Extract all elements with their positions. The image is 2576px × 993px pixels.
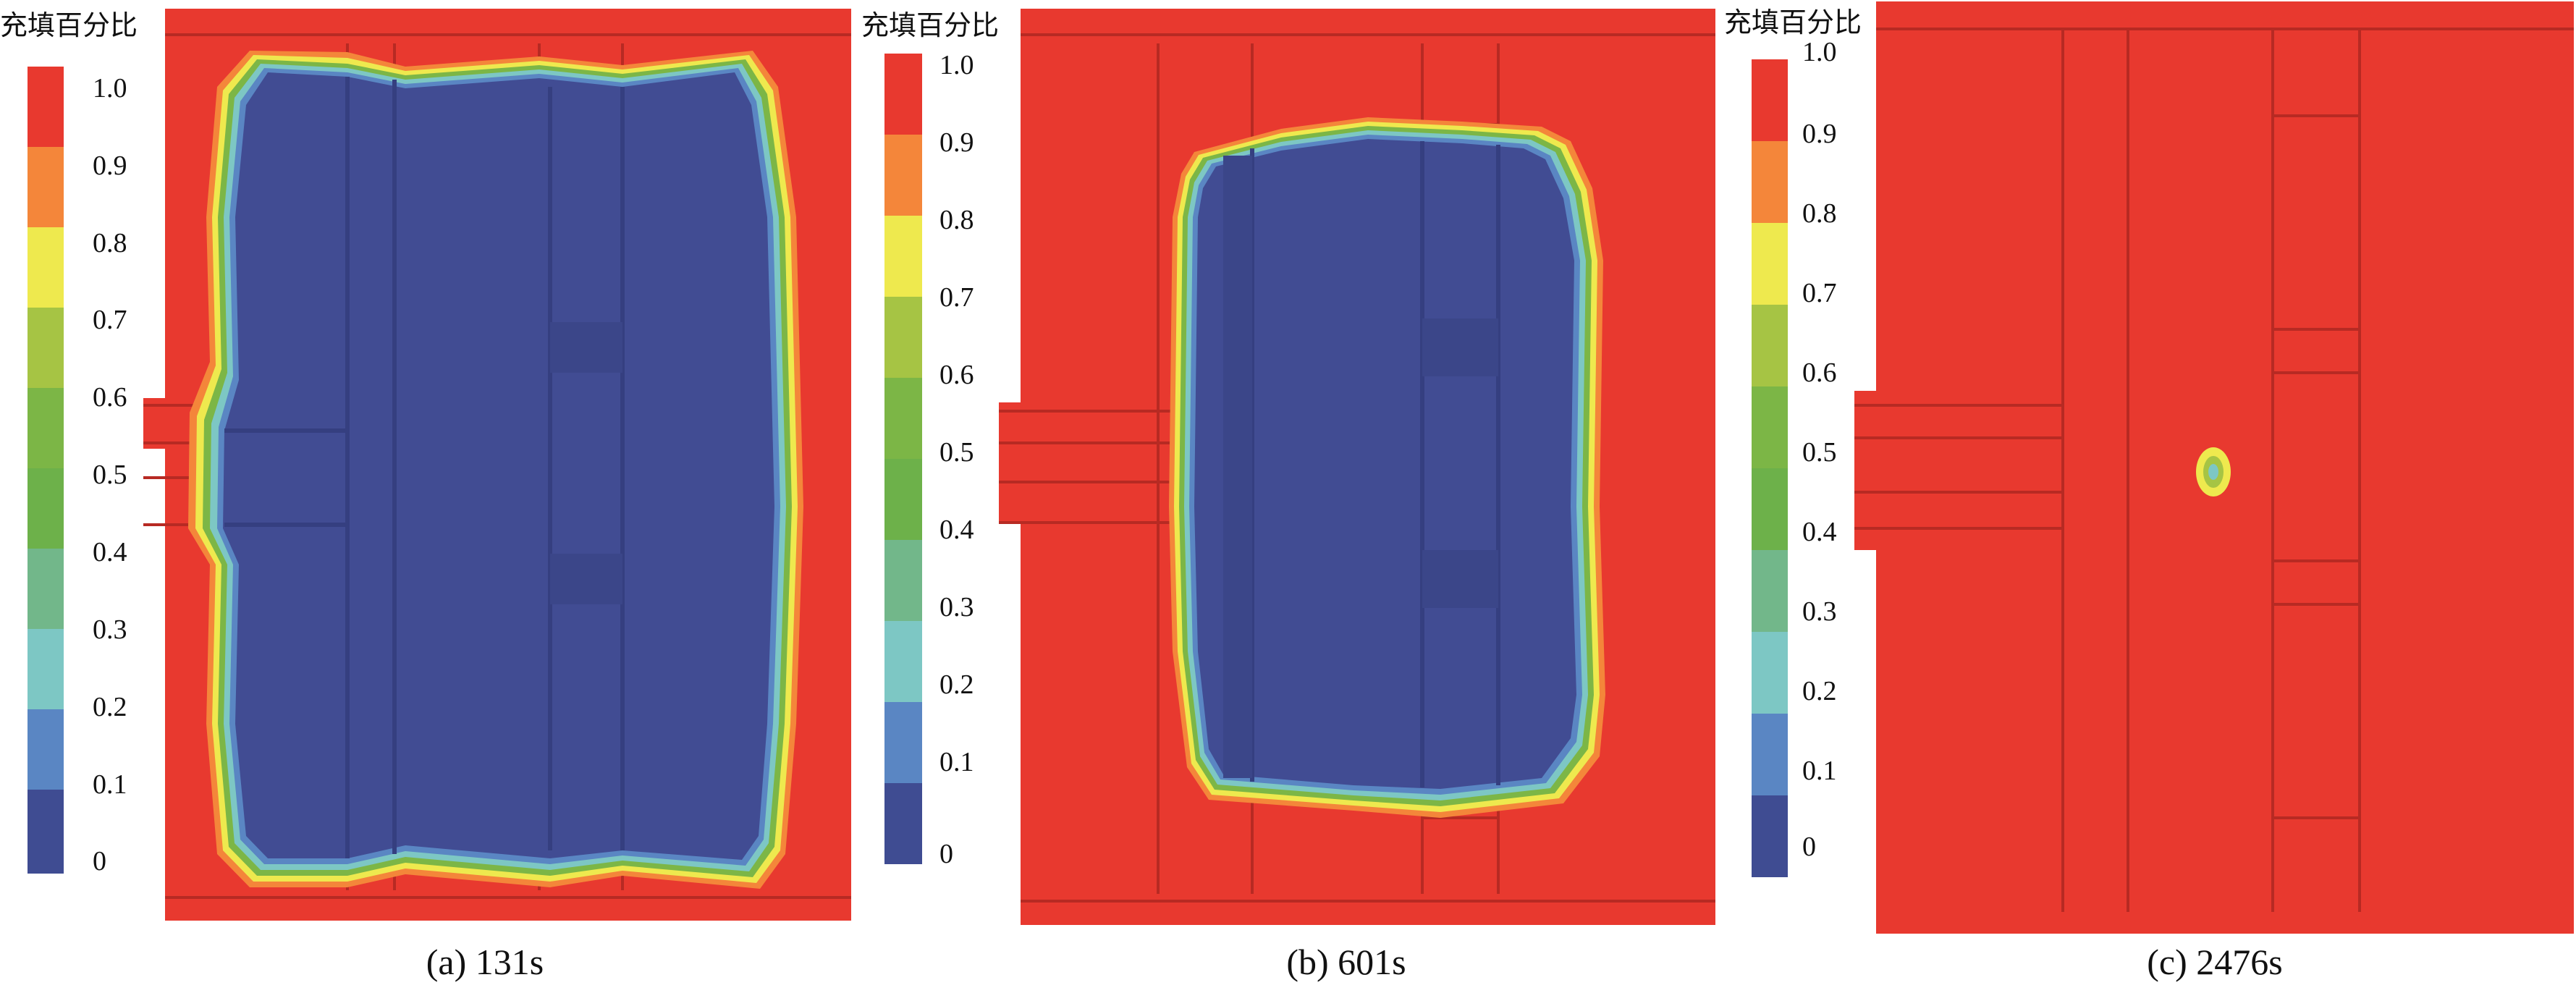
legend-seg-10 [1752, 59, 1788, 142]
legend-seg-7 [1752, 305, 1788, 387]
legend-seg-2 [28, 709, 64, 790]
legend-seg-6 [884, 378, 922, 460]
legend-tick: 0.3 [939, 592, 974, 622]
legend-seg-5 [1752, 468, 1788, 551]
legend-tick: 0.9 [93, 151, 127, 181]
legend-seg-1 [1752, 795, 1788, 877]
legend-tick: 0.4 [939, 515, 974, 545]
legend-tick: 0.8 [939, 205, 974, 235]
legend-colorbar [1752, 59, 1788, 877]
legend-seg-3 [28, 629, 64, 710]
legend-seg-3 [884, 621, 922, 703]
legend-tick: 0.1 [939, 747, 974, 777]
legend-colorbar [28, 67, 64, 874]
legend-tick: 0.8 [1802, 198, 1837, 229]
legend-tick: 0.2 [1802, 676, 1837, 706]
fill-map-c [1854, 1, 2574, 934]
legend-tick: 0.5 [93, 460, 127, 490]
legend-seg-2 [1752, 714, 1788, 796]
legend-tick: 0.1 [1802, 756, 1837, 786]
legend-seg-8 [28, 227, 64, 308]
legend-seg-10 [28, 67, 64, 148]
legend-tick: 0.7 [939, 282, 974, 313]
legend-seg-1 [884, 783, 922, 864]
legend-seg-7 [884, 297, 922, 379]
legend-seg-4 [1752, 550, 1788, 633]
legend-title: 充填百分比 [0, 9, 138, 41]
legend-seg-5 [28, 468, 64, 549]
legend-seg-9 [884, 135, 922, 216]
legend-tick: 0.4 [1802, 517, 1837, 547]
legend-tick: 0 [93, 846, 106, 876]
legend-seg-8 [1752, 223, 1788, 305]
legend-seg-3 [1752, 632, 1788, 714]
panel-caption: (a) 131s [426, 942, 544, 982]
legend-tick: 0.9 [939, 127, 974, 158]
legend-tick: 0.2 [939, 669, 974, 700]
legend-tick: 1.0 [1802, 37, 1837, 67]
legend-tick: 0 [1802, 832, 1816, 862]
legend-tick: 0.4 [93, 537, 127, 567]
legend-tick: 0.8 [93, 228, 127, 258]
legend-seg-6 [28, 388, 64, 469]
legend-tick: 0.5 [1802, 437, 1837, 468]
legend-colorbar [884, 54, 922, 864]
legend-tick: 0.1 [93, 769, 127, 800]
legend-tick: 0.7 [1802, 278, 1837, 308]
legend-tick: 0.6 [1802, 358, 1837, 388]
legend-tick: 0 [939, 839, 953, 869]
legend-tick: 0.2 [93, 692, 127, 722]
fill-map-b [999, 9, 1715, 925]
legend-seg-8 [884, 216, 922, 297]
legend-seg-6 [1752, 386, 1788, 469]
legend-seg-9 [1752, 141, 1788, 224]
legend-tick: 0.9 [1802, 119, 1837, 149]
legend-tick: 0.3 [1802, 596, 1837, 627]
legend-tick: 1.0 [93, 73, 127, 103]
panel-caption: (c) 2476s [2147, 942, 2283, 982]
legend-seg-4 [884, 540, 922, 622]
legend-seg-2 [884, 702, 922, 784]
legend-seg-1 [28, 790, 64, 874]
panel-caption: (b) 601s [1286, 942, 1406, 982]
legend-tick: 0.3 [93, 614, 127, 645]
legend-tick: 0.6 [93, 382, 127, 413]
legend-tick: 0.5 [939, 437, 974, 468]
legend-seg-9 [28, 147, 64, 228]
fill-map-a [143, 9, 851, 921]
legend-tick: 1.0 [939, 50, 974, 80]
legend-seg-7 [28, 308, 64, 389]
legend-seg-10 [884, 54, 922, 135]
legend-tick: 0.7 [93, 305, 127, 335]
legend-title: 充填百分比 [1724, 7, 1862, 38]
legend-seg-5 [884, 459, 922, 541]
legend-tick: 0.6 [939, 360, 974, 390]
legend-title: 充填百分比 [861, 9, 1000, 41]
legend-seg-4 [28, 549, 64, 630]
